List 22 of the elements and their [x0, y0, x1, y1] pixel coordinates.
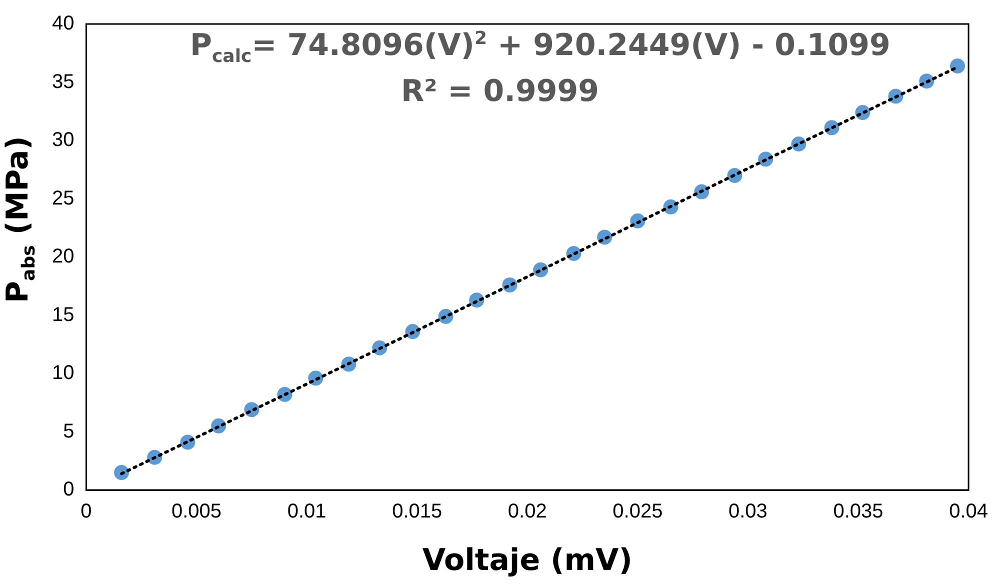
y-tick-label: 10 — [52, 362, 74, 384]
x-tick-label: 0.01 — [287, 500, 326, 523]
point — [950, 58, 966, 74]
annotation: R² = 0.9999 — [400, 74, 600, 109]
y-tick-label: 15 — [52, 304, 74, 326]
x-tick-label: 0.025 — [612, 500, 663, 523]
y-tick-label: 35 — [52, 70, 74, 93]
y-tick-label: 5 — [63, 420, 74, 442]
annotation: P$_{calc}$= 74.8096(V)$^{2}$ + 920.2449(V) - 0.1099 — [190, 28, 890, 67]
x-tick-label: 0.03 — [728, 500, 768, 523]
x-tick-label: 0 — [80, 500, 92, 523]
x-tick-label: 0.005 — [172, 500, 222, 523]
x-tick-label: 0.02 — [508, 500, 547, 523]
y-tick-label: 40 — [52, 12, 74, 35]
x-tick-label: 0.04 — [949, 500, 988, 523]
y-tick-label: 0 — [63, 478, 74, 501]
y-tick-label: 30 — [52, 129, 74, 152]
x-tick-label: 0.015 — [392, 500, 442, 523]
y-tick-label: 25 — [52, 187, 74, 210]
x-tick-label: 0.035 — [833, 500, 884, 523]
x-axis-title: Voltaje (mV) — [422, 542, 632, 578]
y-tick-label: 20 — [52, 246, 74, 268]
